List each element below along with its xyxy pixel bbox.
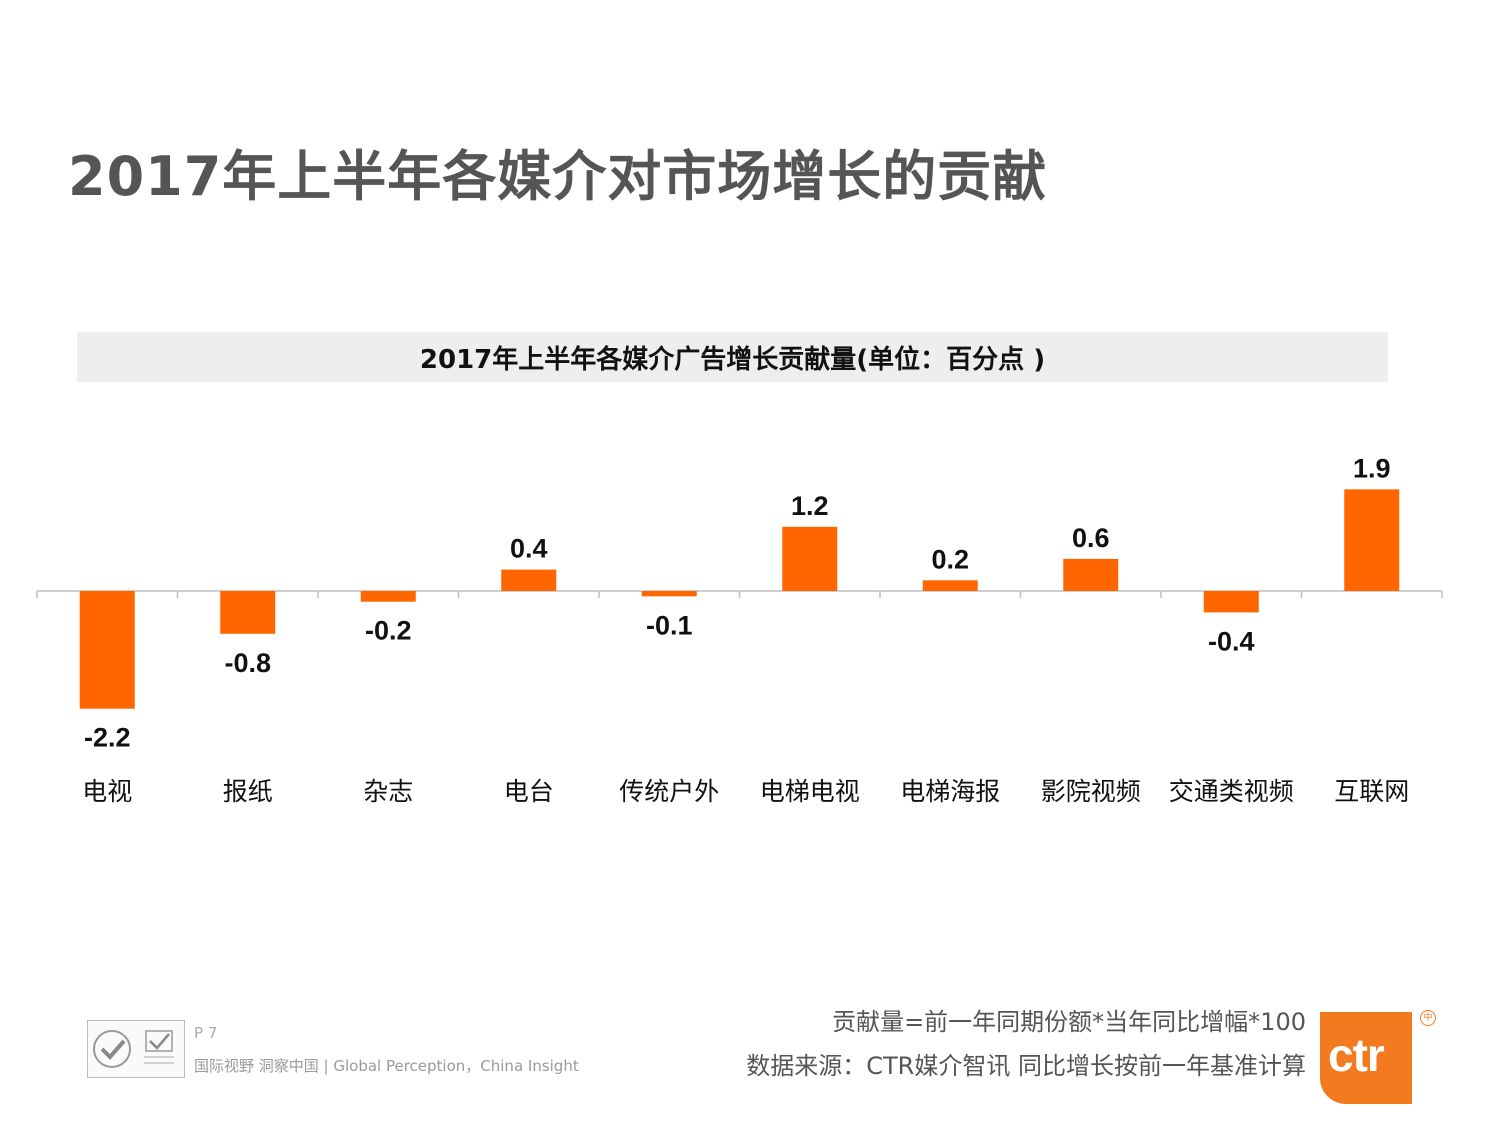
category-label: 交通类视频	[1169, 777, 1294, 806]
bar-互联网	[1344, 489, 1400, 591]
data-label: 1.9	[1353, 453, 1391, 483]
category-label: 电视	[82, 777, 132, 806]
certification-badge-icon	[87, 1020, 185, 1078]
logo-text: ctr	[1328, 1029, 1385, 1081]
bar-电梯电视	[782, 526, 838, 591]
footnote-source: 数据来源：CTR媒介智讯 同比增长按前一年基准计算	[746, 1052, 1306, 1080]
category-label: 影院视频	[1041, 777, 1141, 806]
footnote-formula: 贡献量=前一年同期份额*当年同比增幅*100	[832, 1008, 1306, 1036]
page-title: 2017年上半年各媒介对市场增长的贡献	[68, 145, 1048, 208]
data-label: -0.4	[1208, 626, 1255, 656]
bar-报纸	[220, 591, 276, 634]
data-label: -0.1	[646, 610, 693, 640]
bar-交通类视频	[1203, 591, 1259, 613]
data-label: -0.8	[224, 648, 271, 678]
bar-电梯海报	[922, 580, 978, 591]
page-number: P 7	[194, 1024, 218, 1042]
bar-杂志	[360, 591, 416, 602]
slogan: 国际视野 洞察中国 | Global Perception，China Insi…	[194, 1057, 579, 1075]
data-label: -2.2	[84, 723, 131, 753]
logo-mark-icon: 中	[1420, 1010, 1436, 1026]
bar-影院视频	[1063, 558, 1119, 591]
category-label: 电梯海报	[900, 777, 1000, 806]
category-label: 互联网	[1334, 777, 1409, 806]
data-label: 0.2	[931, 544, 969, 574]
bar-传统户外	[641, 591, 697, 597]
category-label: 电梯电视	[760, 777, 860, 806]
category-label: 报纸	[223, 777, 273, 806]
chart-title: 2017年上半年各媒介广告增长贡献量(单位：百分点 )	[77, 332, 1388, 382]
data-label: 0.4	[510, 534, 548, 564]
bar-电台	[501, 569, 557, 591]
data-label: 0.6	[1072, 523, 1110, 553]
data-label: -0.2	[365, 616, 412, 646]
ctr-logo: ctr	[1320, 1012, 1412, 1104]
category-label: 电台	[504, 777, 554, 806]
category-label: 传统户外	[619, 777, 719, 806]
bar-chart: -2.2 电视 -0.8 报纸 -0.2 杂志 0.4 电台 -0.1 传统户外 1.2 电梯电视 0.…	[36, 453, 1443, 806]
bar-电视	[79, 591, 135, 709]
data-label: 1.2	[791, 491, 829, 521]
category-label: 杂志	[363, 777, 413, 806]
